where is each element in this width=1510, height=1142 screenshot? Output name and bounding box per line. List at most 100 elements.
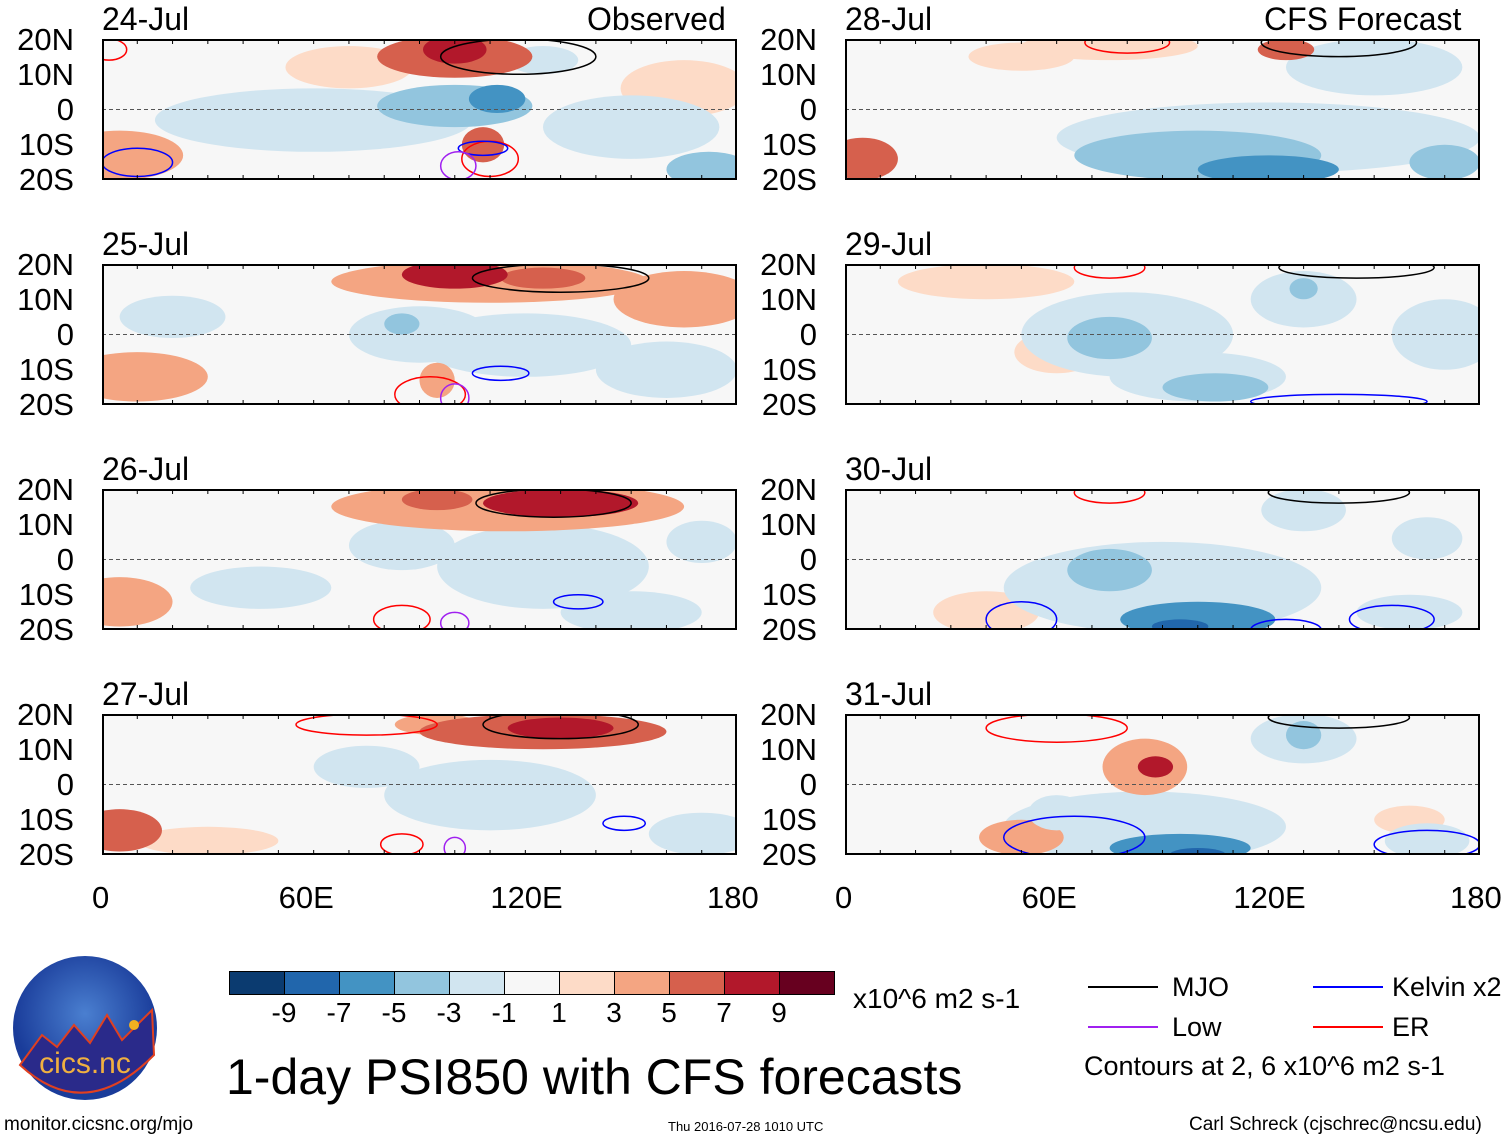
anomaly-region (437, 524, 649, 609)
logo-text: cics.nc (39, 1047, 131, 1080)
panel-frame (845, 489, 1480, 630)
lon-label: 180 (707, 880, 759, 915)
lat-label: 20N (17, 22, 74, 57)
lon-label: 0 (835, 880, 853, 915)
mjo-contour (471, 264, 650, 293)
anomaly-region (648, 812, 737, 855)
panel-date: 26-Jul (102, 451, 190, 487)
colorbar-label: -7 (326, 997, 352, 1028)
low-contour (443, 836, 467, 855)
er-contour (985, 714, 1128, 743)
lat-label: 10S (761, 127, 817, 162)
lat-label: 10S (18, 352, 74, 387)
legend-mjo: MJO (1172, 972, 1229, 1002)
anomaly-region (979, 819, 1064, 855)
colorbar-label: 3 (606, 997, 622, 1028)
colorbar-units: x10^6 m2 s-1 (853, 983, 1021, 1014)
lat-label: 20S (18, 387, 74, 422)
lat-label: 20N (760, 22, 817, 57)
colorbar-label: -9 (271, 997, 297, 1028)
lon-label: 60E (278, 880, 334, 915)
panel-date: 28-Jul (845, 1, 933, 37)
lat-label: 20S (761, 837, 817, 872)
anomaly-region (845, 137, 898, 180)
lat-label: 20S (761, 612, 817, 647)
anomaly-region (1028, 795, 1085, 831)
colorbar-label: 1 (551, 997, 567, 1028)
panel-frame (845, 714, 1480, 855)
lat-label: 10N (760, 732, 817, 767)
lat-label: 10S (761, 802, 817, 837)
kelvin-contour (1249, 618, 1322, 630)
lat-label: 20N (17, 697, 74, 732)
mjo-contour (1260, 39, 1418, 58)
kelvin-contour (552, 594, 604, 610)
er-contour (1084, 39, 1171, 54)
lat-label: 0 (799, 767, 817, 802)
legend-kelvin: Kelvin x2 (1392, 972, 1502, 1002)
colorbar-label: 9 (771, 997, 787, 1028)
map-panel (845, 39, 1480, 180)
low-contour (439, 611, 470, 630)
colorbar-label: -5 (381, 997, 407, 1028)
lat-label: 10N (17, 57, 74, 92)
map-panel (102, 714, 737, 855)
lat-label: 0 (799, 92, 817, 127)
colorbar-swatch (340, 972, 395, 994)
anomaly-region (468, 84, 526, 114)
lat-label: 20S (761, 162, 817, 197)
anomaly-region (102, 577, 173, 627)
map-panel (102, 264, 737, 405)
lat-label: 20N (760, 247, 817, 282)
anomaly-region (595, 341, 737, 398)
anomaly-region (348, 520, 455, 571)
colorbar-swatch (560, 972, 615, 994)
footer-url[interactable]: monitor.cicsnc.org/mjo (4, 1114, 194, 1135)
anomaly-region (384, 759, 596, 831)
map-panel (102, 489, 737, 630)
legend-er-line (1313, 1026, 1383, 1028)
anomaly-region (1391, 517, 1463, 560)
panel-frame (102, 714, 737, 855)
lat-label: 10N (760, 507, 817, 542)
anomaly-region (1356, 594, 1463, 630)
lat-label: 20N (760, 472, 817, 507)
observed-label: Observed (587, 1, 726, 37)
anomaly-region (897, 264, 1075, 300)
anomaly-region (102, 352, 208, 402)
lat-label: 20N (17, 247, 74, 282)
anomaly-region (1261, 489, 1346, 532)
er-contour (372, 604, 431, 630)
lon-label: 60E (1021, 880, 1077, 915)
lat-label: 10N (760, 282, 817, 317)
mjo-contour (1278, 264, 1435, 279)
anomaly-region (137, 826, 279, 855)
anomaly-region (102, 130, 184, 180)
panel-date: 30-Jul (845, 451, 933, 487)
kelvin-contour (602, 815, 647, 832)
anomaly-region (1409, 144, 1480, 180)
anomaly-region (419, 362, 455, 398)
anomaly-region (190, 566, 332, 609)
legend-low-line (1088, 1026, 1158, 1028)
colorbar-swatch (615, 972, 670, 994)
legend-mjo-line (1088, 986, 1158, 988)
anomaly-region (119, 295, 226, 339)
anomaly-region (507, 717, 614, 739)
anomaly-region (461, 127, 505, 163)
er-contour (102, 39, 128, 61)
anomaly-region (1067, 548, 1152, 592)
colorbar-swatch (450, 972, 505, 994)
forecast-label: CFS Forecast (1264, 1, 1462, 37)
anomaly-region (1289, 278, 1318, 300)
panel-frame (102, 489, 737, 630)
map-panel (102, 39, 737, 180)
anomaly-region (1197, 155, 1339, 180)
panel-date: 31-Jul (845, 676, 933, 712)
anomaly-region (423, 39, 487, 64)
anomaly-region (666, 520, 737, 564)
lat-label: 20S (761, 387, 817, 422)
colorbar-swatch (395, 972, 450, 994)
lat-label: 10S (761, 352, 817, 387)
panel-date: 24-Jul (102, 1, 190, 37)
